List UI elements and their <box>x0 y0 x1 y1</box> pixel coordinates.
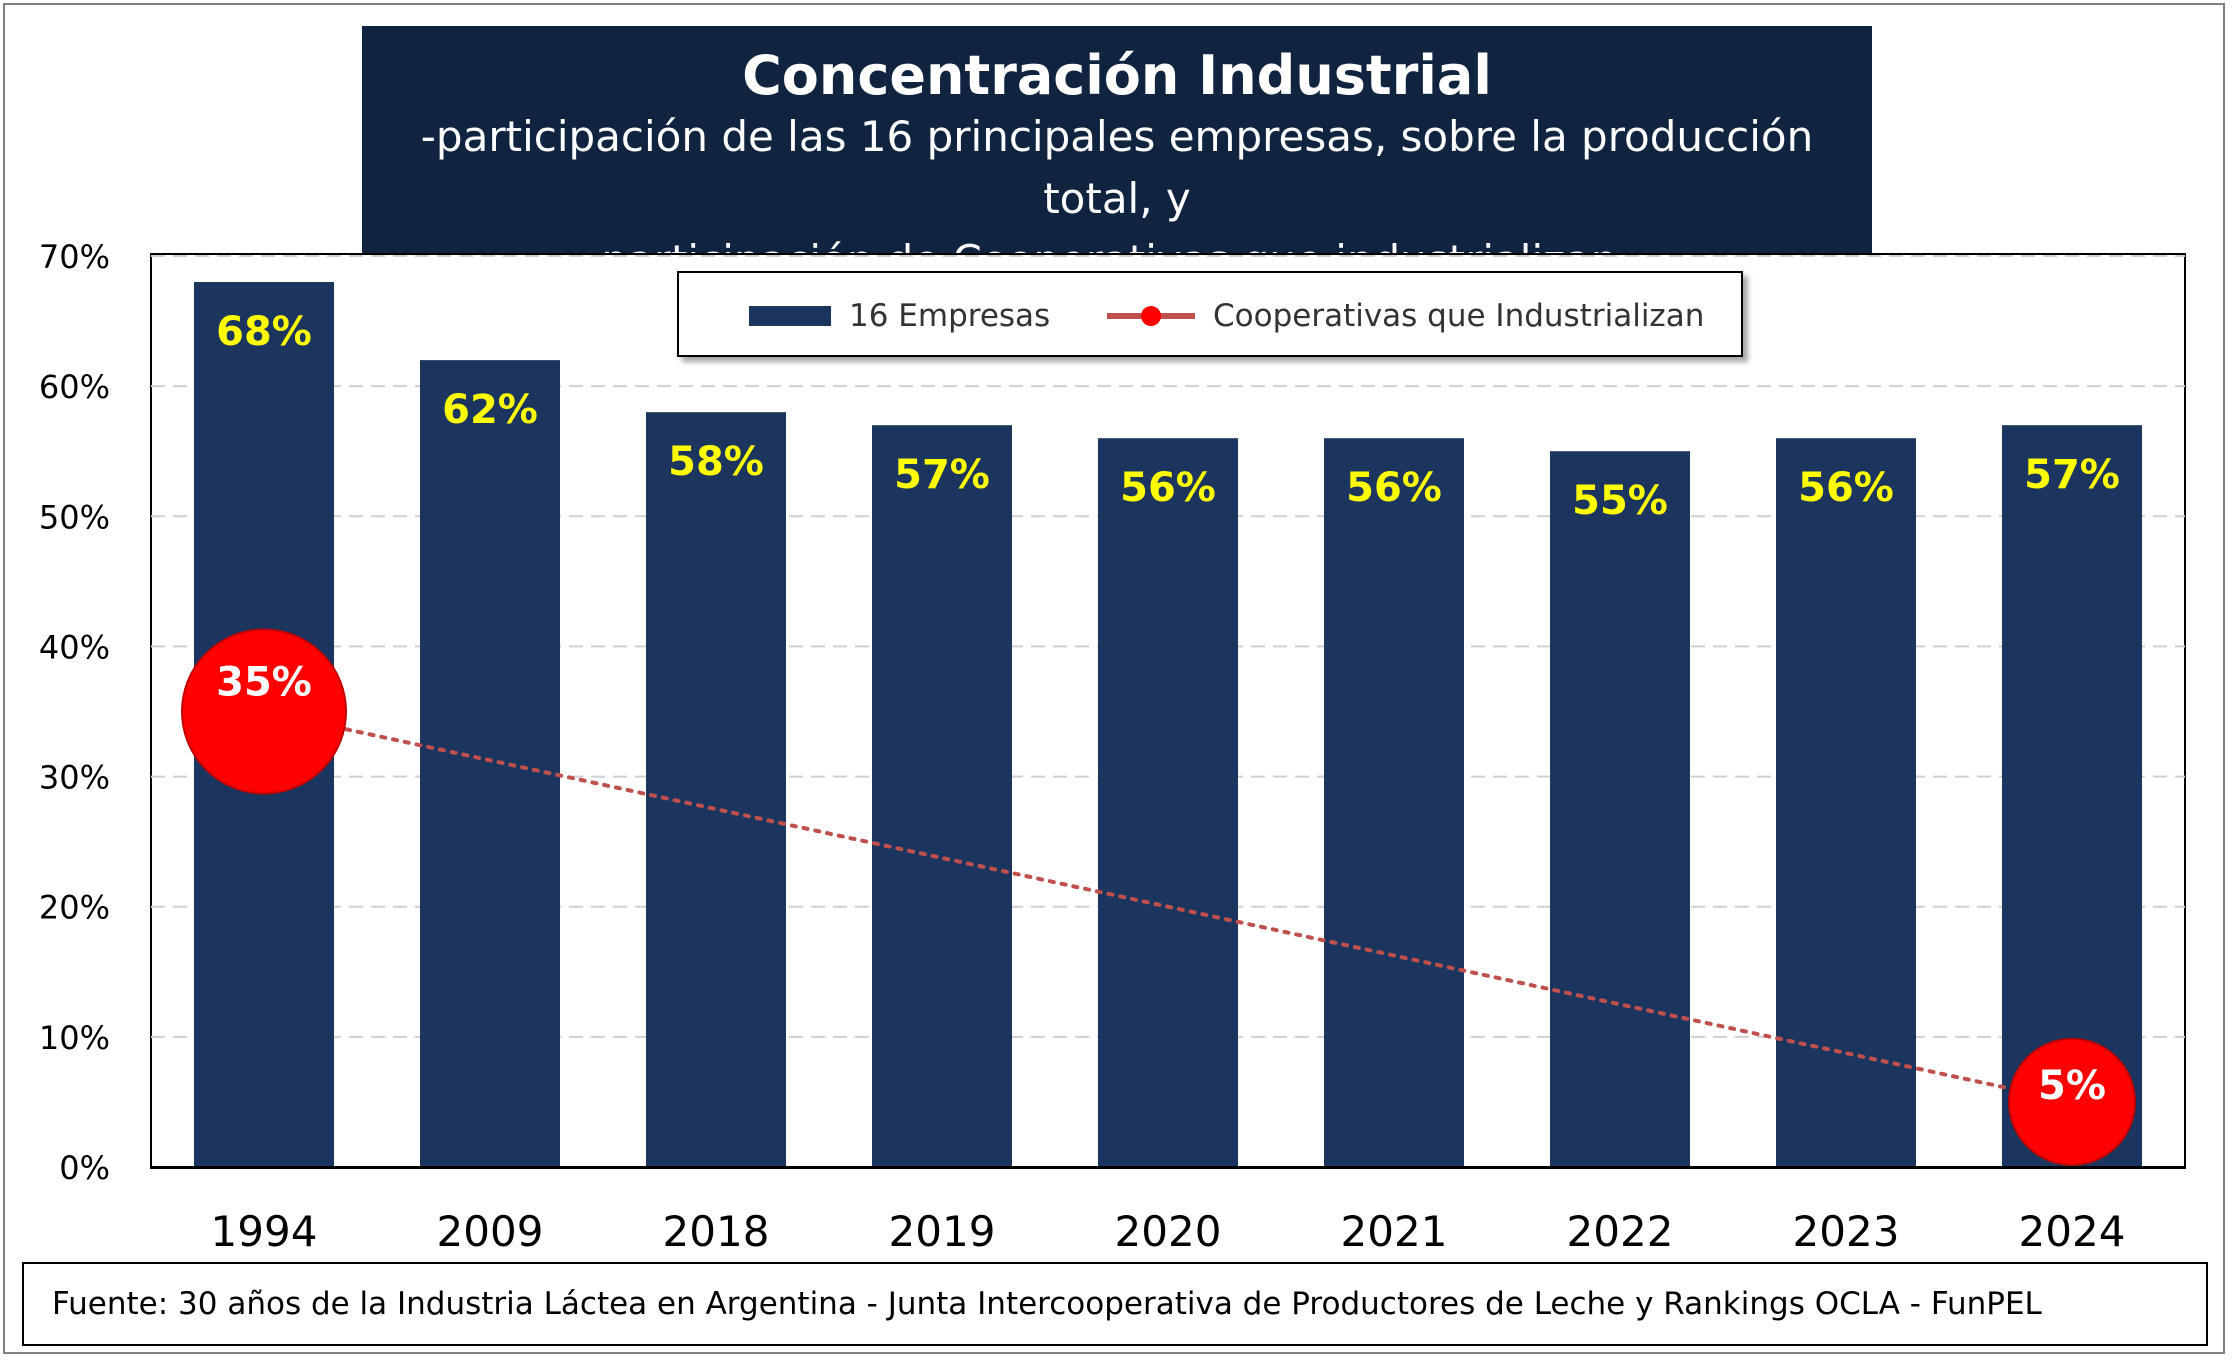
title-banner: Concentración Industrial -participación … <box>362 26 1872 285</box>
y-tick-label: 0% <box>59 1149 110 1187</box>
source-note: Fuente: 30 años de la Industria Láctea e… <box>22 1262 2208 1346</box>
x-tick-label: 2018 <box>663 1207 770 1256</box>
legend-bar-swatch <box>749 306 831 326</box>
y-tick-label: 60% <box>39 368 110 406</box>
bar <box>646 412 786 1168</box>
x-tick-label: 2024 <box>2019 1207 2126 1256</box>
chart-subtitle-line-1: -participación de las 16 principales emp… <box>420 112 1814 223</box>
y-tick-label: 70% <box>39 238 110 276</box>
x-tick-label: 2022 <box>1567 1207 1674 1256</box>
legend-label-16-empresas: 16 Empresas <box>849 298 1051 334</box>
x-tick-label: 2023 <box>1793 1207 1900 1256</box>
bar <box>1098 438 1238 1167</box>
bar-data-label: 68% <box>216 309 312 355</box>
x-tick-label: 2009 <box>437 1207 544 1256</box>
legend-line-swatch <box>1107 296 1195 336</box>
bar-data-label: 56% <box>1120 465 1216 511</box>
cooperativas-data-label: 35% <box>216 660 312 706</box>
cooperativas-data-label: 5% <box>2038 1063 2106 1109</box>
bar <box>1550 451 1690 1167</box>
legend-item-16-empresas: 16 Empresas <box>749 273 1050 359</box>
bar-data-label: 57% <box>894 452 990 498</box>
legend-item-cooperativas: Cooperativas que Industrializan <box>1107 273 1704 359</box>
x-tick-label: 1994 <box>211 1207 318 1256</box>
bar <box>872 425 1012 1168</box>
legend: 16 Empresas Cooperativas que Industriali… <box>677 271 1743 357</box>
cooperativas-marker <box>2008 1037 2136 1166</box>
x-tick-label: 2019 <box>889 1207 996 1256</box>
bar-data-label: 56% <box>1346 465 1442 511</box>
bar-data-label: 56% <box>1798 465 1894 511</box>
y-tick-label: 40% <box>39 628 110 666</box>
bar-data-label: 57% <box>2024 452 2120 498</box>
y-tick-label: 20% <box>39 889 110 927</box>
bar-data-label: 62% <box>442 387 538 433</box>
bar <box>1776 438 1916 1167</box>
chart-title: Concentración Industrial <box>742 44 1492 107</box>
cooperativas-marker <box>181 628 347 795</box>
bar-data-label: 55% <box>1572 478 1668 524</box>
y-tick-label: 30% <box>39 759 110 797</box>
x-tick-label: 2020 <box>1115 1207 1222 1256</box>
bar <box>1324 438 1464 1167</box>
legend-label-cooperativas: Cooperativas que Industrializan <box>1213 298 1705 334</box>
bar-data-label: 58% <box>668 439 764 485</box>
y-tick-label: 10% <box>39 1019 110 1057</box>
x-tick-label: 2021 <box>1341 1207 1448 1256</box>
bar <box>420 360 560 1168</box>
y-tick-label: 50% <box>39 498 110 536</box>
cooperativas-trend-line <box>262 709 2074 1104</box>
